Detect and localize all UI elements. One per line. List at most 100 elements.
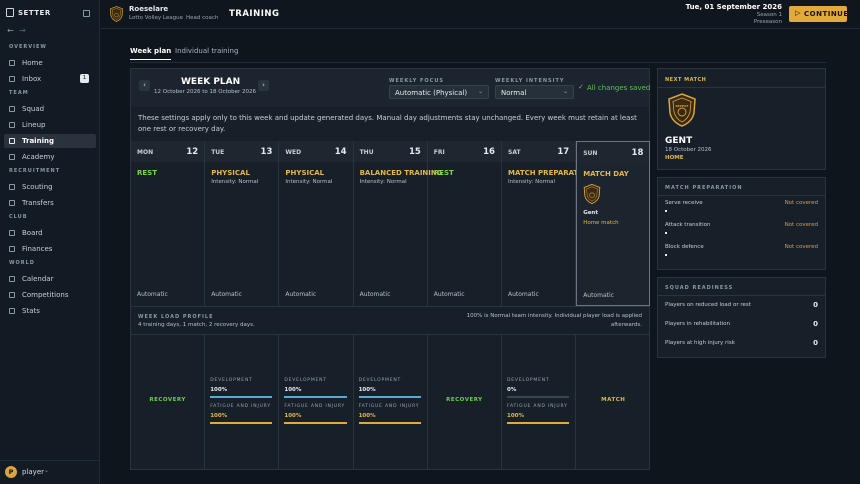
load-profile-title: WEEK LOAD PROFILE bbox=[138, 314, 214, 320]
nav-label: Inbox bbox=[22, 75, 42, 83]
nav-item[interactable]: Inbox 1 bbox=[4, 72, 96, 86]
nav-item[interactable]: Transfers bbox=[4, 196, 96, 210]
development-bar bbox=[358, 396, 421, 398]
collapse-button[interactable] bbox=[83, 10, 90, 17]
fatigue-bar bbox=[507, 422, 570, 424]
development-bar bbox=[284, 396, 347, 398]
nav-item[interactable]: Competitions bbox=[4, 288, 96, 302]
continue-button[interactable]: ▷ CONTINUE bbox=[789, 6, 848, 22]
session-detail: Intensity: Normal bbox=[508, 179, 556, 185]
saved-icon: ✓ bbox=[578, 83, 584, 91]
session-detail: Intensity: Normal bbox=[211, 179, 259, 185]
prep-label: Attack transition bbox=[665, 222, 711, 228]
load-label: RECOVERY bbox=[149, 397, 186, 403]
next-week-button[interactable]: › bbox=[258, 80, 269, 91]
nav-item[interactable]: Lineup bbox=[4, 118, 96, 132]
day-column[interactable]: MON 12 REST Automatic bbox=[131, 141, 206, 306]
club-crest bbox=[109, 6, 124, 22]
development-value: 100% bbox=[210, 387, 228, 393]
user-name[interactable]: player bbox=[22, 468, 45, 476]
day-date: 12 bbox=[186, 147, 199, 157]
select-value: Normal bbox=[501, 89, 527, 97]
prep-bar bbox=[665, 232, 667, 234]
nav-item[interactable]: Training bbox=[4, 134, 96, 148]
tab[interactable]: Week plan bbox=[130, 47, 172, 60]
nav-label: Squad bbox=[22, 105, 45, 113]
weekly-intensity-select[interactable]: Normal ⌄ bbox=[495, 85, 574, 99]
week-range: 12 October 2026 to 18 October 2026 bbox=[154, 89, 257, 95]
prep-bar bbox=[665, 210, 667, 212]
title-divider bbox=[658, 87, 825, 88]
session-type: BALANCED TRAINING bbox=[359, 169, 443, 177]
forward-button[interactable]: → bbox=[19, 26, 26, 35]
day-column[interactable]: SUN 18 MATCH DAY Gent Home match Automatic bbox=[576, 141, 651, 306]
development-value: 100% bbox=[284, 387, 302, 393]
nav-item[interactable]: Finances bbox=[4, 242, 96, 256]
development-label: DEVELOPMENT bbox=[358, 378, 402, 383]
squad-readiness-panel: SQUAD READINESS Players on reduced load o… bbox=[657, 277, 826, 358]
prep-label: Block defence bbox=[665, 244, 704, 250]
club-crest bbox=[667, 93, 697, 127]
fatigue-label: FATIGUE AND INJURY bbox=[358, 404, 420, 409]
prep-bar bbox=[665, 254, 667, 256]
development-label: DEVELOPMENT bbox=[284, 378, 327, 383]
season-phase: Preseason bbox=[753, 19, 782, 25]
prep-status: Not covered bbox=[784, 244, 818, 250]
day-mode: Automatic bbox=[211, 291, 242, 298]
page-title: TRAINING bbox=[229, 9, 280, 19]
season: Season 1 bbox=[756, 12, 782, 18]
settings-note: These settings apply only to this week a… bbox=[138, 114, 637, 133]
fatigue-value: 100% bbox=[284, 413, 302, 419]
day-date: 16 bbox=[483, 147, 495, 157]
nav-icon bbox=[9, 308, 15, 314]
panel-title: SQUAD READINESS bbox=[665, 285, 734, 291]
league-name: Lotto Volley League bbox=[129, 15, 183, 21]
nav-item[interactable]: Home bbox=[4, 56, 96, 70]
fatigue-label: FATIGUE AND INJURY bbox=[507, 404, 568, 409]
nav-label: Lineup bbox=[22, 121, 46, 129]
nav-icon bbox=[9, 292, 15, 298]
day-name: SUN bbox=[583, 150, 598, 157]
nav-item[interactable]: Stats bbox=[4, 304, 96, 318]
match-date: 18 October 2026 bbox=[665, 147, 712, 153]
brand-icon bbox=[6, 8, 14, 17]
tab[interactable]: Individual training bbox=[175, 47, 239, 55]
back-button[interactable]: ← bbox=[7, 26, 14, 35]
day-column[interactable]: WED 14 PHYSICAL Intensity: Normal Automatic bbox=[279, 141, 354, 306]
user-menu-caret[interactable]: ⌄ bbox=[44, 467, 50, 474]
day-date: 17 bbox=[557, 147, 570, 157]
load-column: RECOVERY bbox=[427, 334, 502, 469]
readiness-label: Players in rehabilitation bbox=[665, 321, 731, 327]
nav-item[interactable]: Board bbox=[4, 226, 96, 240]
panel-title: MATCH PREPARATION bbox=[665, 185, 743, 191]
day-date: 14 bbox=[334, 147, 347, 157]
readiness-value: 0 bbox=[813, 339, 818, 347]
nav-item[interactable]: Scouting bbox=[4, 180, 96, 194]
nav-item[interactable]: Squad bbox=[4, 102, 96, 116]
session-detail: Intensity: Normal bbox=[359, 179, 407, 185]
nav-label: Competitions bbox=[22, 291, 69, 299]
top-bar: Roeselare Lotto Volley League Head coach TR… bbox=[101, 0, 860, 29]
development-label: DEVELOPMENT bbox=[507, 378, 550, 383]
day-mode: Automatic bbox=[433, 291, 465, 298]
prev-week-button[interactable]: ‹ bbox=[139, 80, 150, 91]
crest-icon bbox=[668, 93, 696, 127]
user-avatar[interactable]: P bbox=[5, 466, 17, 478]
session-type: PHYSICAL bbox=[285, 169, 325, 177]
select-value: Automatic (Physical) bbox=[395, 89, 468, 97]
day-column[interactable]: TUE 13 PHYSICAL Intensity: Normal Automatic bbox=[205, 141, 280, 306]
session-type: MATCH PREPARATION bbox=[508, 169, 593, 177]
day-header-bg bbox=[205, 141, 279, 162]
load-column: MATCH bbox=[576, 334, 651, 469]
fatigue-bar bbox=[358, 422, 421, 424]
day-column[interactable]: SAT 17 MATCH PREPARATION Intensity: Normal A… bbox=[502, 141, 593, 306]
nav-item[interactable]: Calendar bbox=[4, 272, 96, 286]
session-type: MATCH DAY bbox=[583, 170, 629, 178]
day-column[interactable]: FRI 16 REST Automatic bbox=[427, 141, 502, 306]
inbox-badge: 1 bbox=[80, 74, 89, 83]
day-column[interactable]: THU 15 BALANCED TRAINING Intensity: Normal A… bbox=[353, 141, 443, 306]
nav-item[interactable]: Academy bbox=[4, 150, 96, 164]
weekly-focus-select[interactable]: Automatic (Physical) ⌄ bbox=[389, 85, 489, 99]
day-mode: Automatic bbox=[137, 291, 168, 298]
